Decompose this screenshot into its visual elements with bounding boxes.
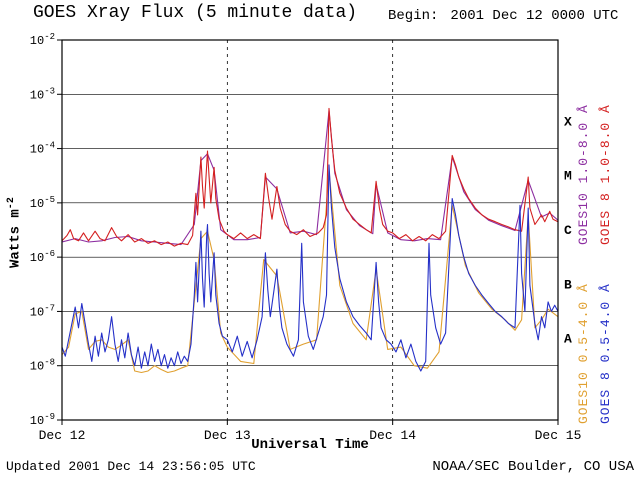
series-GOES 8 1.0-8.0 Å [62, 107, 558, 247]
y-tick-label: 10-7 [30, 303, 55, 319]
legend-goes10-long: GOES10 1.0-8.0 Å [576, 104, 591, 245]
legend-goes8-short: GOES 8 0.5-4.0 Å [598, 283, 613, 424]
series-GOES10 1.0-8.0 Å [62, 110, 558, 246]
y-tick-label: 10-6 [30, 249, 55, 265]
y-tick-label: 10-3 [30, 86, 55, 102]
x-tick-label: Dec 12 [39, 428, 86, 443]
flare-class-C: C [564, 223, 572, 238]
updated-timestamp: Updated 2001 Dec 14 23:56:05 UTC [6, 459, 256, 474]
plot-frame [61, 39, 559, 421]
y-tick-label: 10-9 [30, 412, 55, 428]
x-axis-title: Universal Time [251, 437, 369, 453]
series-GOES10 0.5-4.0 Å [62, 169, 558, 374]
data-source: NOAA/SEC Boulder, CO USA [432, 459, 634, 475]
begin-time: Begin: 2001 Dec 12 0000 UTC [388, 8, 618, 24]
x-tick-label: Dec 13 [204, 428, 251, 443]
y-axis-title-exponent: -2 [6, 197, 17, 210]
flare-class-X: X [564, 114, 572, 129]
page-title: GOES Xray Flux (5 minute data) [33, 3, 358, 23]
series-lines [62, 107, 558, 374]
y-axis-title-base: Watts m [7, 209, 24, 268]
x-tick-label: Dec 14 [369, 428, 416, 443]
y-tick-label: 10-8 [30, 358, 55, 374]
y-tick-label: 10-4 [30, 141, 55, 157]
begin-label: Begin: [388, 8, 439, 24]
y-tick-label: 10-2 [30, 32, 55, 48]
flare-class-B: B [564, 277, 572, 292]
flare-class-A: A [564, 332, 572, 347]
flare-class-letters: X M C B A [564, 114, 572, 346]
series-GOES 8 0.5-4.0 Å [62, 164, 558, 372]
gridlines [62, 39, 558, 421]
flare-class-M: M [564, 169, 572, 184]
x-tick-label: Dec 15 [535, 428, 582, 443]
legend-goes8-long: GOES 8 1.0-8.0 Å [598, 104, 613, 245]
y-axis-title: Watts m-2 [6, 197, 24, 268]
legend-goes10-short: GOES10 0.5-4.0 Å [576, 283, 591, 424]
y-tick-label: 10-5 [30, 195, 55, 211]
begin-value: 2001 Dec 12 0000 UTC [450, 8, 619, 24]
